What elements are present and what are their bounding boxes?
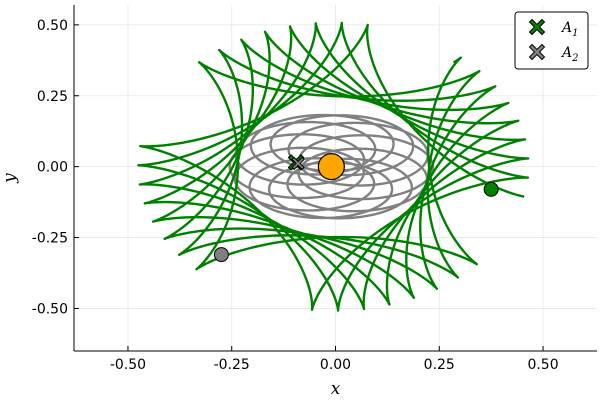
x-tick-label-3: 0.25 (424, 357, 455, 373)
x-tick-label-4: 0.50 (527, 357, 558, 373)
tick-labels: -0.50 -0.25 0.00 0.25 0.50 -0.50 -0.25 0.00 0.25… (32, 18, 559, 373)
x-tick-label-2: 0.00 (320, 357, 351, 373)
x-tick-label-1: -0.25 (214, 357, 250, 373)
y-tick-label-2: 0.00 (37, 160, 68, 176)
y-tick-label-4: 0.50 (37, 18, 68, 34)
legend-marker-0 (528, 18, 546, 36)
y-tick-label-3: 0.25 (37, 89, 68, 105)
series-a1-trajectory (137, 21, 530, 312)
series-a2-trajectory (228, 113, 435, 220)
axes (73, 5, 597, 352)
central-body-marker (317, 153, 345, 181)
legend-label-0: A1 (560, 20, 579, 39)
legend-marker-1 (528, 43, 546, 61)
series-a2-start-marker-overlay (291, 156, 305, 171)
x-tick-label-0: -0.50 (110, 357, 146, 373)
y-tick-label-0: -0.50 (32, 301, 68, 317)
series-a2-current-marker (213, 247, 229, 263)
x-axis-label: x (331, 379, 341, 399)
legend-label-1: A2 (560, 45, 579, 64)
y-tick-label-1: -0.25 (32, 231, 68, 247)
y-axis-label: y (0, 173, 20, 184)
series-layer (137, 21, 530, 312)
series-a1-current-marker (483, 181, 499, 197)
